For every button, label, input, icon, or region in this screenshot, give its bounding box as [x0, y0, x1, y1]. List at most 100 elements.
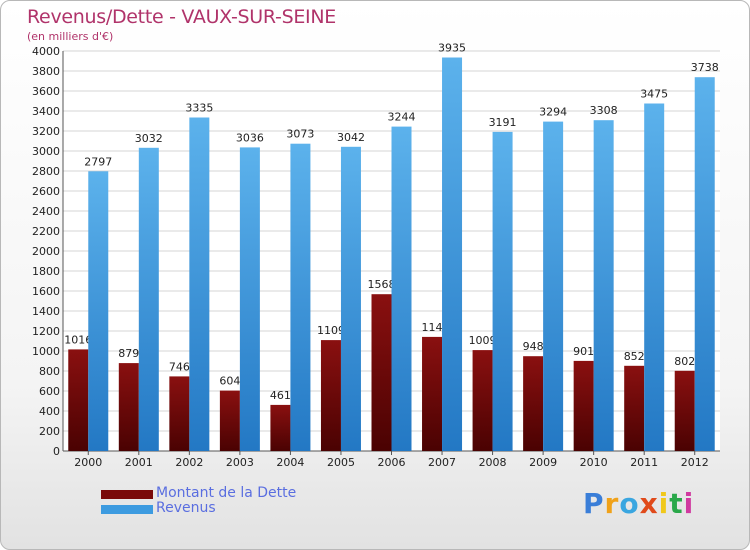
bar-revenus: [88, 171, 109, 452]
x-tick-label: 2005: [327, 456, 355, 469]
data-label-dette: 1016: [64, 333, 92, 346]
bar-revenus: [492, 131, 513, 451]
logo-letter: o: [619, 487, 640, 520]
chart-subtitle: (en milliers d'€): [27, 30, 114, 43]
data-label-dette: 802: [674, 355, 695, 368]
y-tick-label: 2000: [32, 245, 60, 258]
y-tick-label: 3000: [32, 145, 60, 158]
x-tick-label: 2002: [175, 456, 203, 469]
y-tick-label: 1600: [32, 285, 60, 298]
bar-revenus: [593, 120, 614, 451]
bar-dette: [68, 349, 89, 451]
data-label-revenus: 3244: [388, 111, 416, 124]
x-tick-label: 2001: [125, 456, 153, 469]
legend-swatch-dette: [101, 490, 153, 499]
y-tick-label: 3600: [32, 85, 60, 98]
bar-revenus: [644, 103, 665, 451]
x-tick-label: 2007: [428, 456, 456, 469]
y-tick-label: 3800: [32, 65, 60, 78]
legend-swatch-revenus: [101, 505, 153, 514]
y-tick-label: 1400: [32, 305, 60, 318]
data-label-dette: 879: [118, 347, 139, 360]
data-label-revenus: 3073: [286, 128, 314, 141]
x-tick-label: 2008: [479, 456, 507, 469]
bar-dette: [169, 376, 190, 451]
data-label-revenus: 2797: [84, 155, 112, 168]
bar-dette: [270, 404, 291, 451]
bar-dette: [320, 340, 341, 451]
y-tick-label: 400: [39, 405, 60, 418]
logo-letter: i: [683, 487, 695, 520]
chart-title: Revenus/Dette - VAUX-SUR-SEINE: [27, 6, 336, 28]
bar-dette: [523, 356, 544, 451]
logo-letter: t: [669, 487, 684, 520]
x-tick-label: 2010: [580, 456, 608, 469]
data-label-revenus: 3294: [539, 106, 567, 119]
bar-dette: [219, 390, 240, 451]
bar-revenus: [239, 147, 260, 451]
y-tick-label: 1000: [32, 345, 60, 358]
legend-label-revenus: Revenus: [156, 500, 216, 516]
data-label-dette: 1109: [317, 324, 345, 337]
data-label-dette: 901: [573, 345, 594, 358]
y-tick-label: 3200: [32, 125, 60, 138]
data-label-dette: 461: [270, 389, 291, 402]
bar-revenus: [694, 77, 715, 451]
data-label-revenus: 3308: [590, 104, 618, 117]
bar-dette: [573, 360, 594, 451]
bar-dette: [472, 350, 493, 451]
data-label-revenus: 3032: [135, 132, 163, 145]
logo-letter: i: [658, 487, 670, 520]
x-tick-label: 2006: [378, 456, 406, 469]
x-tick-label: 2011: [630, 456, 658, 469]
x-tick-label: 2009: [529, 456, 557, 469]
data-label-dette: 948: [523, 340, 544, 353]
bar-dette: [674, 370, 695, 451]
y-tick-label: 2200: [32, 225, 60, 238]
bar-revenus: [391, 126, 412, 451]
bar-revenus: [442, 57, 463, 451]
data-label-dette: 604: [219, 375, 240, 388]
data-label-dette: 1009: [469, 334, 497, 347]
y-tick-label: 0: [53, 445, 60, 458]
bar-revenus: [189, 117, 210, 451]
y-tick-label: 3400: [32, 105, 60, 118]
y-tick-label: 2800: [32, 165, 60, 178]
bar-revenus: [340, 146, 361, 452]
logo-letter: r: [604, 487, 620, 520]
y-tick-label: 800: [39, 365, 60, 378]
y-tick-label: 4000: [32, 45, 60, 58]
data-label-dette: 114: [422, 321, 443, 334]
y-tick-label: 1200: [32, 325, 60, 338]
bar-dette: [371, 294, 392, 451]
bar-dette: [422, 336, 443, 451]
y-tick-label: 200: [39, 425, 60, 438]
bar-revenus: [290, 143, 311, 451]
bar-dette: [624, 365, 645, 451]
logo-letter: P: [583, 487, 605, 520]
y-tick-label: 1800: [32, 265, 60, 278]
data-label-revenus: 3042: [337, 131, 365, 144]
x-tick-label: 2000: [74, 456, 102, 469]
data-label-revenus: 3036: [236, 131, 264, 144]
x-tick-label: 2004: [276, 456, 304, 469]
y-tick-label: 2400: [32, 205, 60, 218]
x-tick-label: 2012: [681, 456, 709, 469]
bar-dette: [118, 363, 139, 451]
legend-label-dette: Montant de la Dette: [156, 485, 297, 501]
proxiti-logo: Proxiti: [583, 487, 694, 520]
y-tick-label: 2600: [32, 185, 60, 198]
data-label-revenus: 3935: [438, 42, 466, 55]
data-label-dette: 852: [624, 350, 645, 363]
bar-revenus: [138, 147, 159, 452]
data-label-revenus: 3475: [640, 88, 668, 101]
logo-letter: x: [639, 487, 659, 520]
bar-revenus: [543, 121, 564, 451]
data-label-dette: 746: [169, 360, 190, 373]
data-label-dette: 1568: [368, 278, 396, 291]
data-label-revenus: 3191: [489, 116, 517, 129]
y-tick-label: 600: [39, 385, 60, 398]
x-tick-label: 2003: [226, 456, 254, 469]
